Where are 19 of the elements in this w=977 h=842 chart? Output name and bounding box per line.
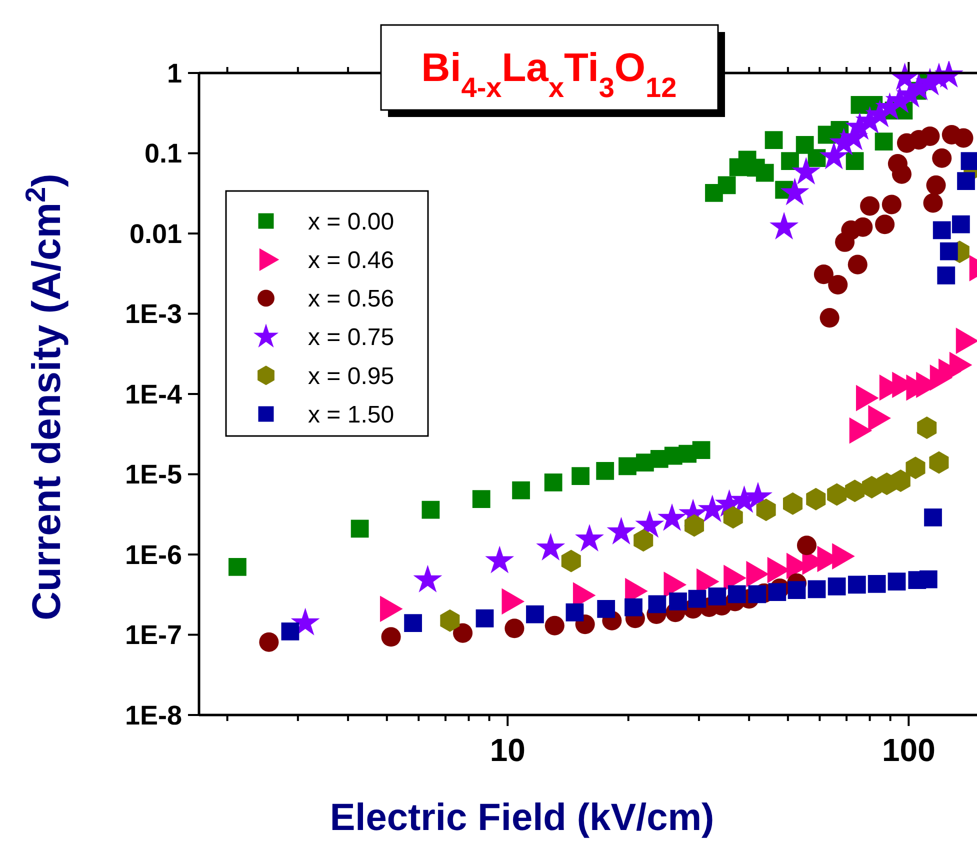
y-tick-label: 0.01 (129, 218, 182, 249)
y-tick-label: 1E-5 (124, 460, 182, 490)
x-tick-label: 100 (882, 732, 936, 768)
legend-label: x = 0.95 (308, 362, 394, 390)
legend-label: x = 1.50 (308, 401, 394, 428)
y-tick-label: 1E-8 (124, 700, 182, 730)
legend-label: x = 0.00 (308, 208, 394, 236)
y-tick-label: 1E-4 (124, 379, 182, 410)
y-tick-label: 1E-6 (124, 540, 182, 570)
legend-label: x = 0.56 (308, 286, 394, 313)
y-tick-label: 1 (166, 58, 182, 88)
legend-label: x = 0.46 (308, 247, 394, 274)
chart-title: Bi$_{4-x}$La$_{x}$Ti$_{3}$O$_{12}$ (421, 46, 677, 102)
legend-label: x = 0.75 (308, 324, 394, 352)
y-tick-label: 1E-7 (124, 620, 182, 650)
x-tick-label: 10 (490, 732, 526, 768)
x-axis-title: Electric Field (kV/cm) (330, 797, 714, 839)
y-tick-label: 1E-3 (124, 299, 182, 330)
y-tick-label: 0.1 (144, 138, 182, 169)
